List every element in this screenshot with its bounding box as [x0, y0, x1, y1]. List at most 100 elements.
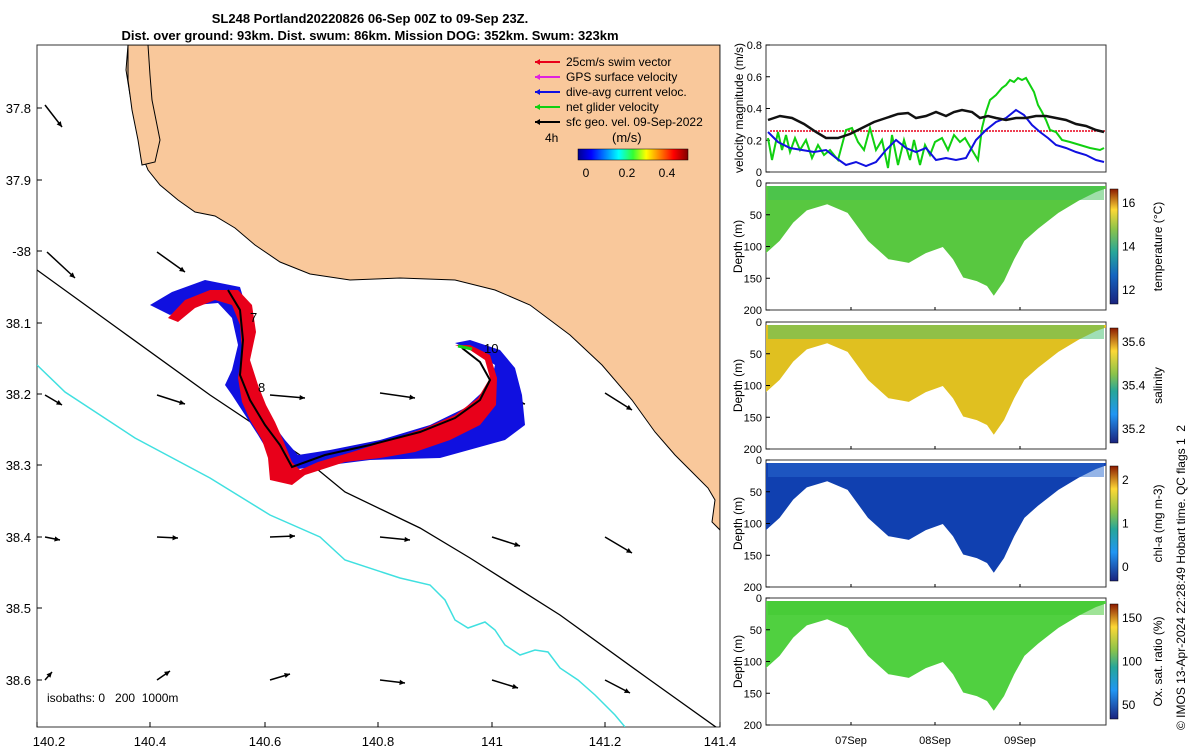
geo-velocity-arrowhead	[56, 400, 62, 405]
section-ytick-label: 200	[744, 305, 762, 317]
velocity-ytick-label: 0.6	[747, 72, 762, 84]
map-xtick-label: 141.2	[589, 734, 622, 749]
geo-velocity-arrowhead	[284, 673, 290, 679]
section-colorbar-tick: 16	[1122, 196, 1136, 210]
section-colorbar-tick: 12	[1122, 283, 1136, 297]
geo-velocity-arrowhead	[624, 688, 630, 693]
section-surface-layer	[768, 186, 1104, 200]
legend-arrowhead	[535, 59, 540, 65]
section-colorbar-tick: 35.6	[1122, 335, 1146, 349]
section-surface-layer	[768, 463, 1104, 477]
section-ytick-label: 200	[744, 720, 762, 732]
section-colorbar-label: Ox. sat. ratio (%)	[1151, 616, 1165, 706]
map-ytick-label: 38.1	[6, 316, 31, 331]
section-colorbar-tick: 150	[1122, 611, 1142, 625]
xdate-07Sep: 07Sep	[835, 735, 867, 747]
map-ytick-label: 37.9	[6, 173, 31, 188]
velocity-black-line	[767, 108, 1105, 140]
colorbar-tick-1: 0.2	[619, 166, 636, 180]
colorbar-tick-2: 0.4	[659, 166, 676, 180]
map-ytick-label: 38.5	[6, 601, 31, 616]
geo-velocity-arrow	[379, 392, 416, 399]
velocity-frame	[765, 44, 1107, 173]
isobaths-note: isobaths: 0 200 1000m	[47, 691, 178, 705]
section-ylabel: Depth (m)	[731, 497, 745, 550]
geo-velocity-arrowhead	[404, 536, 410, 543]
section-data-fill	[766, 186, 1106, 296]
geo-velocity-arrowhead	[172, 535, 178, 541]
title-line-1: SL248 Portland20220826 06-Sep 00Z to 09-…	[211, 11, 529, 26]
colorbar-unit: (m/s)	[612, 130, 642, 145]
section-colorbar	[1109, 603, 1119, 720]
geo-velocity-arrowhead	[409, 394, 415, 400]
glider-swim-band	[168, 290, 497, 485]
section-colorbar-tick: 0	[1122, 560, 1129, 574]
section-colorbar	[1109, 188, 1119, 305]
footer-credit: © IMOS 13-Apr-2024 22:28:49 Hobart time.…	[1174, 425, 1188, 730]
section-colorbar-label: chl-a (mg m-3)	[1151, 484, 1165, 562]
section-ytick-label: 150	[744, 412, 762, 424]
section-data-fill	[766, 325, 1106, 435]
geo-velocity-arrow	[156, 251, 186, 273]
velocity-ytick-label: 0.4	[747, 104, 762, 116]
section-ytick-label: 0	[756, 178, 762, 190]
section-data-fill	[766, 601, 1106, 711]
section-ytick-label: 100	[744, 381, 762, 393]
section-colorbar-label: salinity	[1151, 367, 1165, 404]
legend-arrowhead	[535, 74, 540, 80]
section-panel-3: 0 50 100 150 200 Depth (m) 0 1 2 chl-a (mg m-3)	[731, 455, 1165, 594]
map-ytick-label: -38	[12, 244, 31, 259]
geo-velocity-arrowhead	[69, 272, 75, 278]
geo-velocity-arrowhead	[54, 536, 60, 542]
section-colorbar-tick: 35.4	[1122, 379, 1146, 393]
section-ytick-label: 100	[744, 519, 762, 531]
legend-label: GPS surface velocity	[566, 70, 677, 84]
glider-net-velocity	[457, 344, 473, 351]
shelf-line-1000m	[37, 364, 626, 727]
legend-arrowhead	[535, 119, 540, 125]
map-ytick-label: 38.4	[6, 530, 31, 545]
section-ylabel: Depth (m)	[731, 635, 745, 688]
day-marker-10: 10	[484, 341, 498, 356]
legend-label: dive-avg current veloc.	[566, 85, 687, 99]
section-colorbar	[1109, 465, 1119, 582]
velocity-blue-line	[767, 108, 1105, 168]
geo-velocity-arrowhead	[289, 533, 295, 539]
section-panel-2: 0 50 100 150 200 Depth (m) 35.2 35.4 35.6 salinit…	[731, 317, 1165, 456]
section-colorbar-tick: 1	[1122, 517, 1129, 531]
section-panel-1: 0 50 100 150 200 Depth (m) 12 14 16 temperature (…	[731, 178, 1165, 317]
section-data-fill	[766, 463, 1106, 573]
section-colorbar-tick: 14	[1122, 240, 1136, 254]
land-area	[125, 45, 720, 531]
section-ytick-label: 200	[744, 582, 762, 594]
map-xtick-label: 140.8	[362, 734, 395, 749]
section-colorbar-tick: 50	[1122, 698, 1136, 712]
geo-velocity-arrowhead	[626, 548, 632, 553]
section-ytick-label: 50	[750, 487, 762, 499]
legend-arrowhead	[535, 89, 540, 95]
scale-label: 4h	[545, 131, 558, 145]
map-ytick-label: 38.6	[6, 673, 31, 688]
map-xtick-label: 141.4	[704, 734, 737, 749]
colorbar-tick-0: 0	[583, 166, 590, 180]
section-ytick-label: 0	[756, 455, 762, 467]
section-ytick-label: 50	[750, 349, 762, 361]
xdate-08Sep: 08Sep	[919, 735, 951, 747]
geo-velocity-arrowhead	[512, 683, 518, 689]
map-x-ticks: 140.2 140.4 140.6 140.8 141 141.2 141.4	[33, 722, 737, 749]
map-xtick-label: 141	[481, 734, 503, 749]
geo-velocity-arrowhead	[179, 266, 185, 272]
section-panel-4: 0 50 100 150 200 Depth (m) 50 100 150 Ox. sat. ra…	[731, 593, 1165, 732]
section-ytick-label: 200	[744, 444, 762, 456]
legend-label: net glider velocity	[566, 100, 659, 114]
section-surface-layer	[768, 601, 1104, 615]
geo-velocity-arrowhead	[179, 399, 185, 405]
section-ytick-label: 50	[750, 625, 762, 637]
map-y-ticks: 37.8 37.9 -38 38.1 38.2 38.3 38.4 38.5 38.6	[6, 101, 42, 688]
section-ytick-label: 0	[756, 593, 762, 605]
velocity-ytick-label: 0.2	[747, 135, 762, 147]
map-ytick-label: 37.8	[6, 101, 31, 116]
geo-velocity-arrowhead	[56, 121, 62, 127]
shelf-line-200m	[37, 269, 717, 727]
